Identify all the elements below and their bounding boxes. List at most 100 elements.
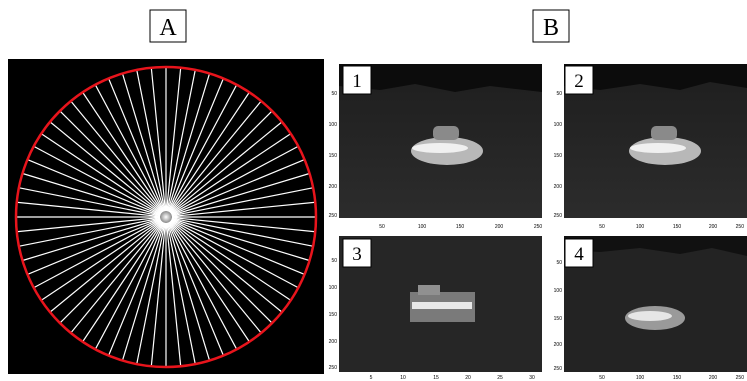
subfigure-3-xticks: 5 10 15 20 25 30 (370, 375, 535, 381)
spoke-line (171, 173, 309, 216)
subfigure-2-vehicle-turret (651, 126, 677, 140)
x-tick: 20 (465, 375, 471, 381)
y-tick: 200 (329, 339, 338, 345)
spoke-line (168, 85, 237, 212)
x-tick: 200 (709, 375, 718, 381)
spoke-line (170, 220, 282, 312)
subfigure-4-terrain (564, 236, 747, 256)
y-tick: 100 (329, 285, 338, 291)
spoke-line (166, 70, 196, 212)
spoke-line (82, 221, 164, 342)
spoke-line (170, 122, 282, 214)
spoke-line (171, 146, 298, 215)
x-tick: 50 (599, 375, 605, 381)
y-tick: 200 (554, 184, 563, 190)
panel-a-star-pattern (8, 59, 324, 374)
subfigure-2-vehicle-highlight (630, 143, 686, 153)
spoke-line (23, 218, 161, 261)
y-tick: 250 (329, 213, 338, 219)
spoke-line (82, 92, 164, 213)
subfigure-3-label: 3 (352, 244, 362, 265)
x-tick: 250 (534, 224, 543, 230)
subfigure-1-terrain (339, 64, 542, 92)
spokes-group (17, 68, 315, 366)
spoke-line (171, 217, 313, 247)
spoke-line (122, 222, 165, 360)
y-tick: 150 (329, 153, 338, 159)
x-tick: 250 (736, 224, 745, 230)
spoke-line (167, 79, 224, 212)
subfigure-4-label: 4 (574, 244, 584, 265)
x-tick: 25 (497, 375, 503, 381)
spoke-line (171, 218, 309, 261)
y-tick: 100 (329, 122, 338, 128)
spoke-line (95, 222, 164, 349)
spoke-line (41, 133, 162, 215)
y-tick: 100 (554, 288, 563, 294)
x-tick: 50 (379, 224, 385, 230)
subfigure-1-yticks: 50 100 150 200 250 (329, 91, 338, 219)
spoke-line (150, 222, 167, 366)
spoke-line (60, 220, 163, 323)
spoke-line (60, 111, 163, 214)
spoke-line (171, 201, 315, 218)
subfigure-1-vehicle-turret (433, 126, 459, 140)
subfigure-3-yticks: 50 100 150 200 250 (329, 258, 338, 371)
y-tick: 200 (329, 184, 338, 190)
subfigure-2-yticks: 50 100 150 200 250 (554, 91, 563, 219)
subfigure-3-vehicle-top (418, 285, 440, 295)
x-tick: 150 (673, 224, 682, 230)
spoke-line (167, 74, 210, 212)
x-tick: 10 (400, 375, 406, 381)
x-tick: 100 (636, 375, 645, 381)
subfigure-1: 1 50 100 150 200 250 50 100 150 200 250 (329, 64, 542, 230)
subfigure-2: 2 50 100 150 200 250 50 100 150 200 250 (554, 64, 747, 230)
y-tick: 250 (554, 213, 563, 219)
spoke-line (166, 222, 196, 364)
y-tick: 250 (329, 365, 338, 371)
spoke-line (168, 221, 250, 342)
y-tick: 50 (556, 91, 562, 97)
spoke-line (34, 219, 161, 288)
x-tick: 200 (709, 224, 718, 230)
subfigure-2-label-box (564, 65, 594, 95)
y-tick: 50 (331, 91, 337, 97)
subfigure-4-xticks: 50 100 150 200 250 (599, 375, 744, 381)
spoke-line (171, 219, 298, 288)
subfigure-4-vehicle-highlight (628, 311, 672, 321)
subfigure-3: 3 50 100 150 200 250 5 10 15 20 25 30 (329, 236, 542, 381)
spoke-line (167, 222, 224, 355)
spoke-line (170, 133, 291, 215)
subfigure-4-image (564, 236, 747, 372)
x-tick: 50 (599, 224, 605, 230)
subfigure-4-label-box (564, 238, 594, 268)
spoke-line (169, 221, 261, 333)
x-tick: 250 (736, 375, 745, 381)
y-tick: 250 (554, 366, 563, 372)
y-tick: 100 (554, 122, 563, 128)
spoke-line (19, 187, 161, 217)
subfigure-1-vehicle-highlight (412, 143, 468, 153)
y-tick: 150 (554, 153, 563, 159)
panel-b-label: B (543, 15, 559, 41)
spoke-line (169, 101, 261, 213)
spoke-line (71, 221, 163, 333)
panel-a-label: A (159, 15, 177, 41)
y-tick: 50 (556, 260, 562, 266)
subfigure-1-label-box (342, 65, 372, 95)
subfigure-4-yticks: 50 100 150 200 250 (554, 260, 563, 372)
subfigure-1-xticks: 50 100 150 200 250 (379, 224, 542, 230)
y-tick: 150 (329, 312, 338, 318)
spoke-line (28, 159, 161, 216)
spoke-line (122, 74, 165, 212)
spoke-line (136, 70, 166, 212)
spoke-line (136, 222, 166, 364)
spoke-line (28, 218, 161, 275)
subfigure-4: 4 50 100 150 200 250 50 100 150 200 250 (554, 236, 747, 381)
spoke-line (17, 201, 161, 218)
spoke-line (171, 216, 315, 233)
spoke-line (165, 222, 182, 366)
subfigure-2-label: 2 (574, 71, 584, 92)
y-tick: 50 (331, 258, 337, 264)
